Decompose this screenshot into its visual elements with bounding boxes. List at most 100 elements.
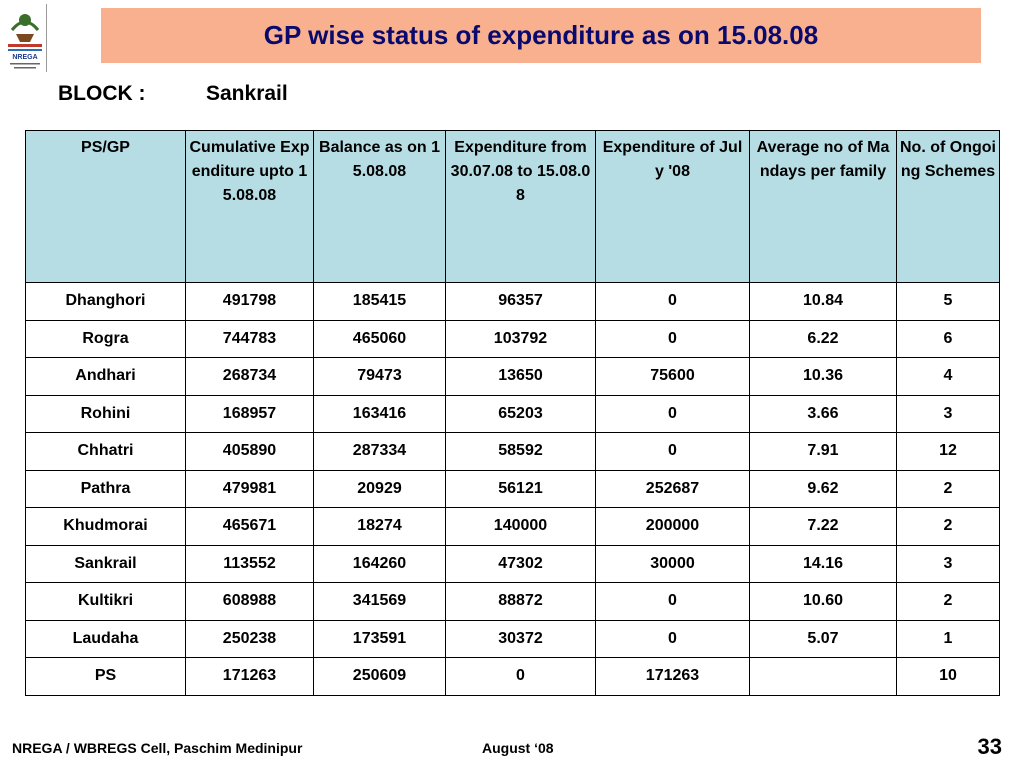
table-cell: 491798: [185, 282, 314, 321]
table-cell: 14.16: [749, 544, 897, 583]
table-cell: 252687: [595, 469, 750, 508]
table-cell: 405890: [185, 432, 314, 471]
table-cell: 18274: [313, 507, 446, 546]
table-cell: 200000: [595, 507, 750, 546]
table-cell: 3.66: [749, 394, 897, 433]
table-cell: 287334: [313, 432, 446, 471]
gp-name-cell: Khudmorai: [25, 507, 186, 546]
table-cell: 10: [896, 657, 1000, 696]
block-label: BLOCK :: [58, 82, 146, 105]
gp-name-cell: Pathra: [25, 469, 186, 508]
table-row: Khudmorai 465671 18274 140000 200000 7.22 2: [25, 507, 1000, 546]
table-cell: 164260: [313, 544, 446, 583]
table-cell: 2: [896, 582, 1000, 621]
table-cell: [749, 657, 897, 696]
gp-name-cell: Rogra: [25, 319, 186, 358]
table-cell: 10.60: [749, 582, 897, 621]
table-cell: 171263: [185, 657, 314, 696]
column-header: Expenditure from 30.07.08 to 15.08.08: [445, 130, 596, 283]
table-cell: 47302: [445, 544, 596, 583]
table-row: Rohini 168957 163416 65203 0 3.66 3: [25, 394, 1000, 433]
gp-name-cell: Kultikri: [25, 582, 186, 621]
page-number: 33: [977, 734, 1002, 759]
table-cell: 113552: [185, 544, 314, 583]
table-body: Dhanghori 491798 185415 96357 0 10.84 5 Rogra 74…: [25, 282, 1000, 696]
expenditure-table: PS/GP Cumulative Expenditure upto 15.08.…: [25, 130, 1000, 696]
slide-title: GP wise status of expenditure as on 15.0…: [263, 20, 819, 50]
table-cell: 465060: [313, 319, 446, 358]
table-cell: 30372: [445, 619, 596, 658]
table-cell: 96357: [445, 282, 596, 321]
table-cell: 0: [595, 432, 750, 471]
table-cell: 479981: [185, 469, 314, 508]
table-cell: 65203: [445, 394, 596, 433]
block-name: Sankrail: [206, 82, 288, 105]
table-cell: 5.07: [749, 619, 897, 658]
table-header-row: PS/GP Cumulative Expenditure upto 15.08.…: [25, 130, 1000, 283]
table-row: Chhatri 405890 287334 58592 0 7.91 12: [25, 432, 1000, 471]
table-cell: 268734: [185, 357, 314, 396]
table-cell: 2: [896, 507, 1000, 546]
nrega-logo: NREGA: [2, 6, 48, 72]
table-cell: 13650: [445, 357, 596, 396]
table-cell: 465671: [185, 507, 314, 546]
table-cell: 0: [595, 619, 750, 658]
table-cell: 10.36: [749, 357, 897, 396]
table-cell: 1: [896, 619, 1000, 658]
table-cell: 168957: [185, 394, 314, 433]
table-cell: 3: [896, 544, 1000, 583]
column-header: Balance as on 15.08.08: [313, 130, 446, 283]
table-row: Laudaha 250238 173591 30372 0 5.07 1: [25, 619, 1000, 658]
table-cell: 341569: [313, 582, 446, 621]
table-cell: 185415: [313, 282, 446, 321]
table-cell: 10.84: [749, 282, 897, 321]
gp-name-cell: Chhatri: [25, 432, 186, 471]
slide-title-banner: GP wise status of expenditure as on 15.0…: [101, 8, 981, 63]
table-cell: 2: [896, 469, 1000, 508]
table-cell: 75600: [595, 357, 750, 396]
table-cell: 30000: [595, 544, 750, 583]
table-cell: 4: [896, 357, 1000, 396]
table-row: Andhari 268734 79473 13650 75600 10.36 4: [25, 357, 1000, 396]
column-header: PS/GP: [25, 130, 186, 283]
table-cell: 140000: [445, 507, 596, 546]
nrega-emblem-icon: NREGA: [8, 14, 42, 69]
column-header: Cumulative Expenditure upto 15.08.08: [185, 130, 314, 283]
table-cell: 7.91: [749, 432, 897, 471]
gp-name-cell: Sankrail: [25, 544, 186, 583]
table-cell: 6.22: [749, 319, 897, 358]
table-cell: 0: [595, 282, 750, 321]
block-info: BLOCK : Sankrail: [58, 82, 288, 106]
column-header: Expenditure of July '08: [595, 130, 750, 283]
gp-name-cell: Laudaha: [25, 619, 186, 658]
table-cell: 7.22: [749, 507, 897, 546]
footer-organization: NREGA / WBREGS Cell, Paschim Medinipur: [12, 740, 303, 756]
table-cell: 171263: [595, 657, 750, 696]
table-row: Pathra 479981 20929 56121 252687 9.62 2: [25, 469, 1000, 508]
table-cell: 0: [595, 394, 750, 433]
table-row: Kultikri 608988 341569 88872 0 10.60 2: [25, 582, 1000, 621]
table-cell: 608988: [185, 582, 314, 621]
table-cell: 163416: [313, 394, 446, 433]
table-cell: 88872: [445, 582, 596, 621]
gp-name-cell: PS: [25, 657, 186, 696]
gp-name-cell: Andhari: [25, 357, 186, 396]
table-cell: 0: [445, 657, 596, 696]
table-cell: 173591: [313, 619, 446, 658]
table-cell: 103792: [445, 319, 596, 358]
table-cell: 6: [896, 319, 1000, 358]
table-cell: 744783: [185, 319, 314, 358]
table-cell: 250238: [185, 619, 314, 658]
table-row: Dhanghori 491798 185415 96357 0 10.84 5: [25, 282, 1000, 321]
table-cell: 3: [896, 394, 1000, 433]
table-cell: 0: [595, 582, 750, 621]
table-cell: 56121: [445, 469, 596, 508]
table-row: PS 171263 250609 0 171263 10: [25, 657, 1000, 696]
table-row: Rogra 744783 465060 103792 0 6.22 6: [25, 319, 1000, 358]
column-header: No. of Ongoing Schemes: [896, 130, 1000, 283]
gp-name-cell: Dhanghori: [25, 282, 186, 321]
column-header: Average no of Mandays per family: [749, 130, 897, 283]
table-cell: 58592: [445, 432, 596, 471]
table-cell: 79473: [313, 357, 446, 396]
table-cell: 9.62: [749, 469, 897, 508]
